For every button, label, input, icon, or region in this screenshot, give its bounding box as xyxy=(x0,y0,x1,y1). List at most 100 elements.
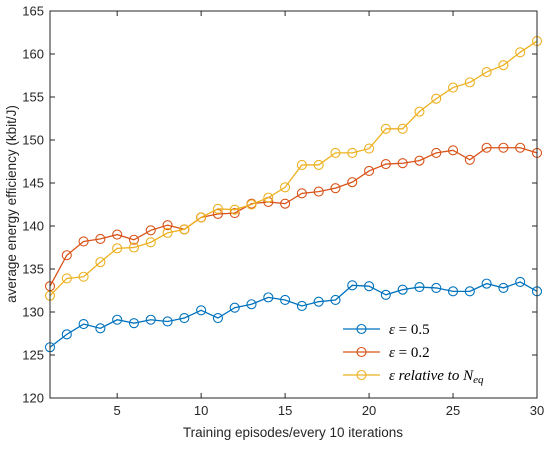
data-point xyxy=(431,147,442,158)
series-3 xyxy=(44,36,543,301)
series-line xyxy=(49,40,538,297)
data-point xyxy=(179,224,190,235)
data-point xyxy=(481,67,492,78)
data-point xyxy=(280,182,291,193)
data-point xyxy=(481,142,492,153)
series-1 xyxy=(44,276,543,353)
data-point xyxy=(229,204,240,215)
y-tick-label: 140 xyxy=(22,219,44,234)
data-point xyxy=(380,123,391,134)
data-point xyxy=(212,312,223,324)
data-point xyxy=(447,286,459,297)
legend-subscript: eq xyxy=(473,374,484,386)
series-layer xyxy=(44,36,543,353)
data-point xyxy=(447,145,459,156)
y-tick-label: 165 xyxy=(22,4,44,19)
data-point xyxy=(162,316,173,327)
data-point xyxy=(196,305,207,316)
data-point xyxy=(330,183,341,194)
legend: ε = 0.5 ε = 0.2 ε relative to Neq xyxy=(343,322,484,386)
data-point xyxy=(515,142,526,153)
data-point xyxy=(263,292,274,303)
data-point xyxy=(95,233,106,244)
data-point xyxy=(212,203,223,214)
data-point xyxy=(498,282,509,293)
x-axis-label: Training episodes/every 10 iterations xyxy=(183,425,403,440)
legend-item: ε = 0.2 xyxy=(343,345,430,361)
legend-swatch-marker xyxy=(356,369,367,381)
data-point xyxy=(380,159,391,170)
data-point xyxy=(498,60,509,71)
data-point xyxy=(364,281,375,292)
data-point xyxy=(380,289,391,300)
legend-swatch-marker xyxy=(356,323,367,335)
data-point xyxy=(78,236,89,247)
y-tick-label: 125 xyxy=(22,348,44,363)
data-point xyxy=(61,250,72,261)
plot-box xyxy=(49,10,538,399)
data-point xyxy=(145,237,156,248)
data-point xyxy=(280,294,291,306)
data-point xyxy=(515,276,526,287)
data-point xyxy=(481,278,492,289)
y-tick-label: 120 xyxy=(22,391,44,406)
data-point xyxy=(364,143,375,154)
data-point xyxy=(431,93,442,104)
legend-rest: relative to N xyxy=(395,368,474,384)
data-point xyxy=(128,242,140,253)
data-point xyxy=(313,296,324,307)
data-point xyxy=(397,284,408,295)
data-point xyxy=(347,177,358,188)
data-point xyxy=(515,47,526,58)
data-point xyxy=(145,225,156,236)
x-tick-label: 10 xyxy=(194,403,208,418)
data-point xyxy=(95,323,106,334)
data-point xyxy=(78,271,89,282)
data-point xyxy=(229,208,240,219)
data-point xyxy=(464,77,475,88)
data-point xyxy=(414,155,425,166)
x-tick-label: 15 xyxy=(278,403,292,418)
data-point xyxy=(464,154,475,165)
data-point xyxy=(112,314,123,325)
legend-item: ε = 0.5 xyxy=(343,322,430,338)
plot-area xyxy=(50,11,537,398)
legend-swatch-marker xyxy=(356,346,367,358)
data-point xyxy=(246,199,257,210)
data-point xyxy=(397,123,408,134)
legend-item: ε relative to Neq xyxy=(343,368,484,386)
data-point xyxy=(347,280,358,291)
legend-label: ε = 0.5 xyxy=(389,322,430,338)
x-tick-label: 25 xyxy=(446,403,460,418)
data-point xyxy=(128,318,140,329)
data-point xyxy=(263,192,274,203)
data-point xyxy=(196,212,207,223)
x-tick-label: 20 xyxy=(362,403,376,418)
y-axis-label: average energy efficiency (kbit/J) xyxy=(4,105,19,303)
y-tick-label: 145 xyxy=(22,176,44,191)
data-point xyxy=(61,273,72,284)
x-tick-label: 5 xyxy=(114,403,121,418)
data-point xyxy=(464,286,475,297)
data-point xyxy=(78,318,89,330)
data-point xyxy=(313,159,324,170)
data-point xyxy=(431,282,442,293)
data-point xyxy=(330,147,341,158)
data-point xyxy=(162,227,173,238)
data-point xyxy=(61,329,72,340)
y-tick-label: 155 xyxy=(22,90,44,105)
data-point xyxy=(414,106,425,117)
x-tick-label: 30 xyxy=(530,403,544,418)
data-point xyxy=(179,312,190,324)
data-point xyxy=(397,158,408,169)
data-point xyxy=(280,198,291,209)
series-line xyxy=(49,281,538,348)
data-point xyxy=(229,302,240,313)
data-point xyxy=(296,188,307,199)
y-tick-label: 150 xyxy=(22,133,44,148)
legend-epsilon: ε xyxy=(389,368,395,384)
data-point xyxy=(95,257,106,268)
data-point xyxy=(313,186,324,197)
